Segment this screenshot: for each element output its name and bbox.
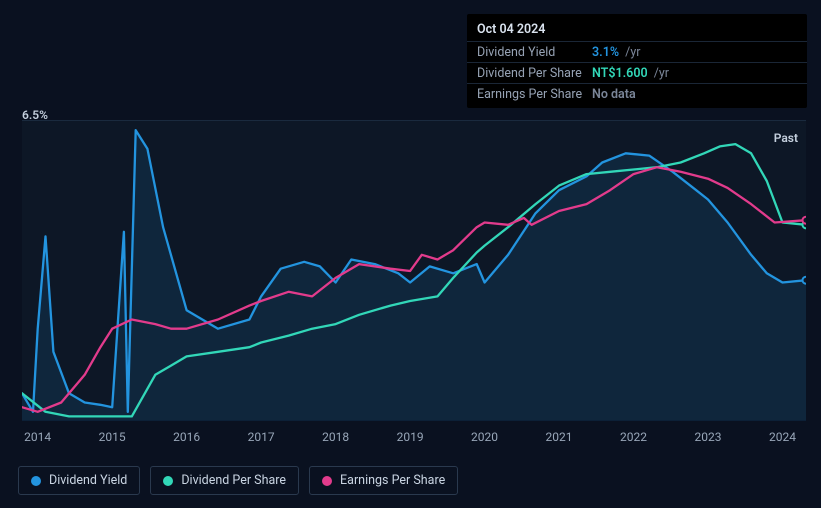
x-tick: 2022	[620, 430, 647, 444]
tooltip-value: No data	[592, 87, 636, 102]
tooltip-label: Earnings Per Share	[477, 87, 592, 102]
chart-svg	[22, 121, 806, 421]
dividend-chart: 6.5% 0% Past 201420152016201720182019202…	[0, 0, 821, 508]
tooltip-value: 3.1% /yr	[592, 45, 640, 60]
x-tick: 2020	[471, 430, 498, 444]
legend-dot	[31, 476, 41, 486]
legend-label: Dividend Yield	[49, 473, 127, 488]
past-label: Past	[774, 131, 798, 145]
tooltip-row: Dividend Per ShareNT$1.600 /yr	[467, 63, 807, 84]
legend-item[interactable]: Earnings Per Share	[309, 466, 458, 495]
legend-dot	[322, 476, 332, 486]
x-tick: 2016	[173, 430, 200, 444]
x-tick: 2017	[248, 430, 275, 444]
x-tick: 2019	[397, 430, 424, 444]
tooltip-label: Dividend Per Share	[477, 66, 592, 81]
series-end-marker	[803, 277, 807, 284]
x-tick: 2024	[769, 430, 796, 444]
x-tick: 2018	[322, 430, 349, 444]
plot-area[interactable]: Past	[22, 120, 806, 420]
legend-dot	[163, 476, 173, 486]
legend-label: Earnings Per Share	[340, 473, 445, 488]
x-tick: 2014	[24, 430, 51, 444]
legend-item[interactable]: Dividend Yield	[18, 466, 140, 495]
tooltip-row: Earnings Per ShareNo data	[467, 84, 807, 104]
x-tick: 2015	[99, 430, 126, 444]
tooltip-date: Oct 04 2024	[467, 18, 807, 42]
x-axis: 2014 2015 2016 2017 2018 2019 2020 2021 2022 2023…	[22, 430, 806, 448]
chart-tooltip: Oct 04 2024 Dividend Yield3.1% /yrDivide…	[467, 14, 807, 108]
tooltip-label: Dividend Yield	[477, 45, 592, 60]
x-tick: 2021	[546, 430, 573, 444]
legend-item[interactable]: Dividend Per Share	[150, 466, 299, 495]
tooltip-row: Dividend Yield3.1% /yr	[467, 42, 807, 63]
tooltip-value: NT$1.600 /yr	[592, 66, 669, 81]
chart-legend: Dividend Yield Dividend Per Share Earnings…	[18, 466, 458, 495]
x-tick: 2023	[695, 430, 722, 444]
legend-label: Dividend Per Share	[181, 473, 286, 488]
series-end-marker	[803, 217, 807, 224]
